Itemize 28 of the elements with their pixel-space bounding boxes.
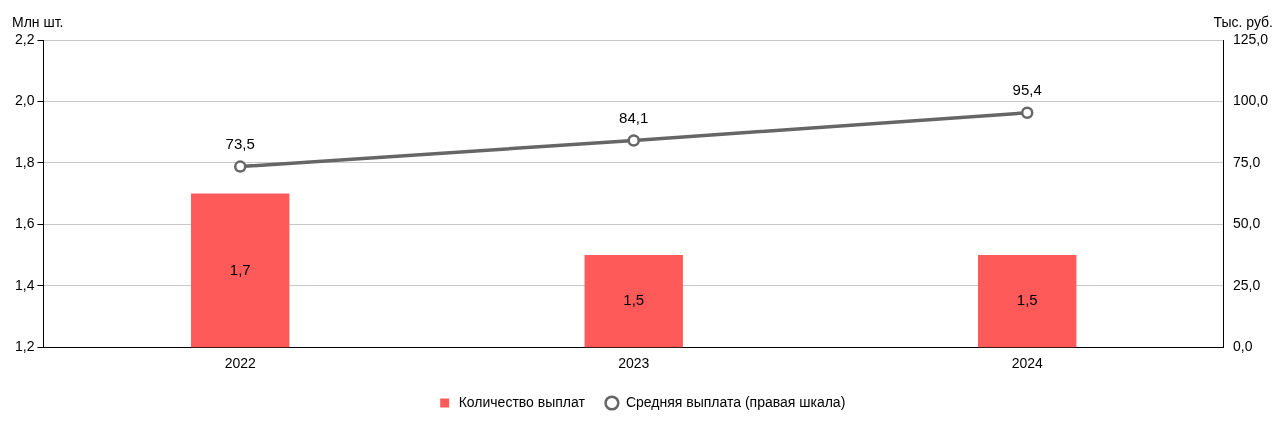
- y-tick-label: 1,2: [14, 338, 35, 355]
- data-label: 73,5: [225, 135, 255, 153]
- data-label: 1,7: [229, 260, 251, 278]
- y-tick-label: 2,0: [14, 92, 35, 109]
- y-tick-label: 1,6: [14, 215, 35, 232]
- point: [1020, 106, 1034, 119]
- data-label: 1,5: [1016, 291, 1038, 309]
- y-tick-label: 2,2: [14, 30, 35, 47]
- y2-tick-label: 0,0: [1232, 338, 1253, 355]
- x-tick-label: 2022: [224, 355, 256, 372]
- point: [233, 160, 247, 173]
- y2-axis-title: Тыс. руб.: [1213, 13, 1273, 30]
- y2-tick-label: 100,0: [1232, 92, 1269, 109]
- point: [627, 134, 640, 147]
- x-tick-label: 2024: [1011, 355, 1043, 372]
- y2-tick-label: 25,0: [1232, 276, 1261, 293]
- y2-tick-label: 75,0: [1232, 153, 1261, 170]
- y2-tick-label: 50,0: [1232, 215, 1261, 232]
- y-tick-label: 1,8: [14, 153, 35, 170]
- y-tick-label: 1,4: [14, 276, 35, 293]
- y2-tick-label: 125,0: [1232, 30, 1269, 47]
- data-label: 95,4: [1012, 81, 1042, 99]
- data-label: 1,5: [623, 291, 645, 309]
- x-tick-label: 2023: [618, 355, 650, 372]
- legend-label: Количество выплат: [458, 393, 586, 410]
- data-label: 84,1: [619, 109, 649, 127]
- legend-label: Средняя выплата (правая шкала): [625, 393, 846, 410]
- y-axis-title: Млн шт.: [12, 13, 64, 30]
